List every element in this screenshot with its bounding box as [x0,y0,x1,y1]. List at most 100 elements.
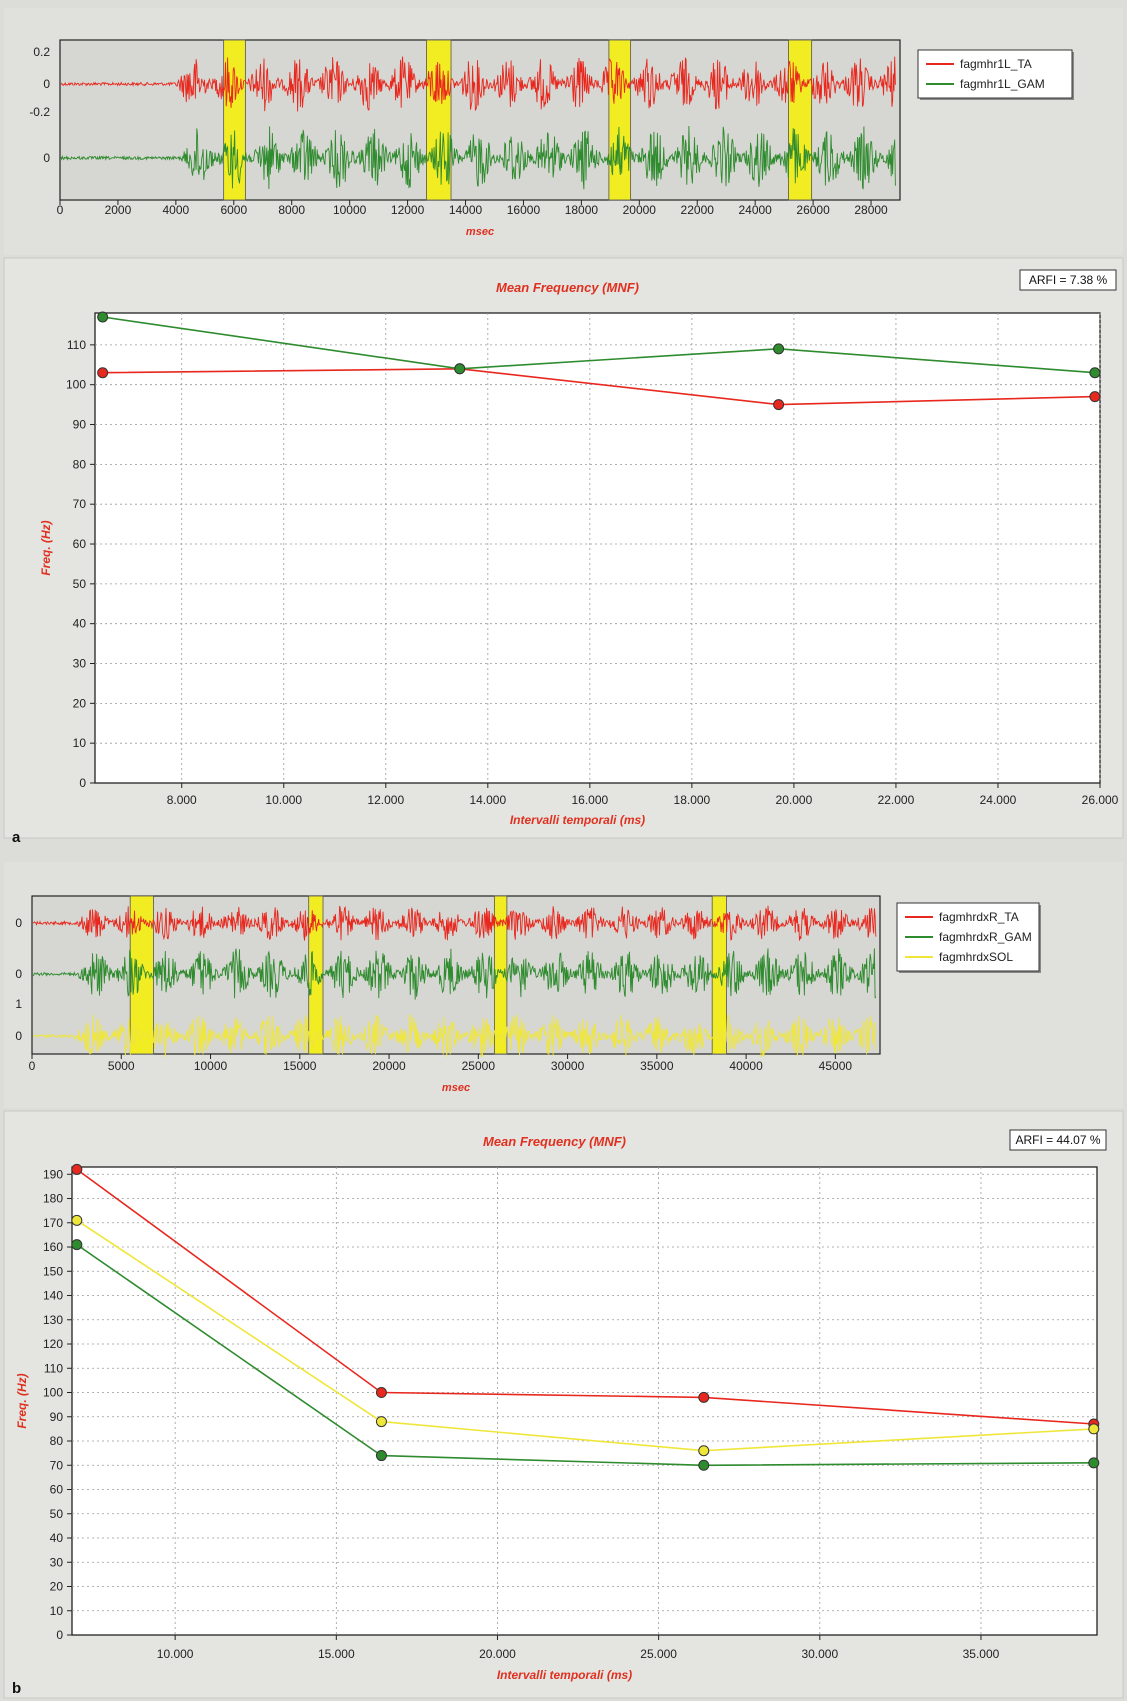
emg-x-tick-label: 5000 [108,1059,135,1073]
y-tick-label: 10 [50,1604,64,1618]
x-tick-label: 12.000 [367,793,404,807]
y-tick-label: 130 [43,1313,63,1327]
y-tick-label: 0 [79,776,86,790]
x-axis-label: Intervalli temporali (ms) [497,1668,632,1682]
emg-x-tick-label: 16000 [507,203,541,217]
emg-y-tick-label: 0.2 [33,45,50,59]
series-fagmhr1L_GAM [97,311,1101,379]
data-point [97,311,109,323]
emg-legend: fagmhr1L_TA fagmhr1L_GAM [917,49,1074,100]
panel-letter: a [12,829,21,846]
y-tick-label: 90 [73,418,87,432]
emg-y-tick-label: 0 [43,151,50,165]
arfi-box-frame [1009,1129,1107,1151]
y-tick-label: 70 [73,497,87,511]
emg-x-axis-label: msec [442,1082,470,1094]
y-tick-label: 100 [66,378,86,392]
emg-x-tick-label: 30000 [551,1059,585,1073]
data-point [454,363,466,375]
series-fagmhrdxSOL [71,1214,1100,1457]
mnf-plot-area [94,312,1101,784]
emg-trace [60,56,896,112]
emg-x-tick-label: 15000 [283,1059,317,1073]
arfi-value: ARFI = 44.07 % [1015,1133,1100,1147]
data-point [1088,1423,1100,1435]
y-axis-label: Freq. (Hz) [39,520,53,575]
x-tick-label: 25.000 [640,1647,677,1661]
data-point [375,1387,387,1399]
emg-y-tick-label: -0.2 [29,105,50,119]
emg-trace [32,905,877,941]
x-tick-label: 14.000 [469,793,506,807]
data-point [698,1459,710,1471]
data-point [1089,367,1101,379]
y-tick-label: 80 [50,1434,64,1448]
arfi-value: ARFI = 7.38 % [1029,273,1108,287]
highlight-window [608,39,632,201]
series-line [102,316,1095,374]
emg-x-tick-label: 18000 [565,203,599,217]
panel-a: 0.2 0 -0.2 0 0 2000 4000 6000 8000 10000 12000 1400… [3,8,1124,846]
emg-x-tick-label: 0 [29,1059,36,1073]
x-tick-label: 16.000 [571,793,608,807]
series-line [76,1243,1094,1467]
x-tick-label: 26.000 [1082,793,1119,807]
emg-x-tick-label: 20000 [372,1059,406,1073]
legend-label: fagmhrdxR_TA [939,910,1019,924]
legend-label: fagmhrdxSOL [939,950,1013,964]
data-point [97,367,109,379]
emg-x-tick-label: 25000 [462,1059,496,1073]
emg-y-tick-label: 0 [15,967,22,981]
legend-box [917,49,1073,99]
y-tick-label: 180 [43,1192,63,1206]
arfi-box-frame [1019,269,1117,291]
y-axis-label: Freq. (Hz) [15,1373,29,1428]
arfi-box: ARFI = 44.07 % [1009,1129,1107,1151]
y-tick-label: 140 [43,1289,63,1303]
emg-x-tick-label: 28000 [854,203,888,217]
data-point [71,1214,83,1226]
emg-x-tick-label: 14000 [449,203,483,217]
legend-label: fagmhr1L_GAM [960,77,1045,91]
y-tick-label: 190 [43,1167,63,1181]
emg-x-tick-label: 8000 [278,203,305,217]
emg-x-tick-label: 4000 [163,203,190,217]
emg-x-tick-label: 35000 [640,1059,674,1073]
y-tick-label: 150 [43,1264,63,1278]
emg-x-tick-label: 45000 [819,1059,853,1073]
emg-x-tick-label: 12000 [391,203,425,217]
series-line [76,1219,1094,1452]
x-tick-label: 22.000 [878,793,915,807]
highlight-window [426,39,452,201]
y-tick-label: 20 [73,696,87,710]
x-tick-label: 20.000 [479,1647,516,1661]
x-tick-label: 8.000 [167,793,197,807]
data-point [1088,1457,1100,1469]
emg-x-tick-label: 10000 [333,203,367,217]
y-tick-label: 110 [67,338,86,352]
y-tick-label: 110 [44,1361,63,1375]
emg-x-tick-label: 0 [57,203,64,217]
x-tick-label: 24.000 [980,793,1017,807]
data-point [773,399,785,411]
x-tick-label: 18.000 [674,793,711,807]
data-point [773,343,785,355]
x-tick-label: 20.000 [776,793,813,807]
y-tick-label: 80 [73,457,87,471]
y-tick-label: 100 [43,1386,63,1400]
y-tick-label: 40 [73,617,87,631]
y-tick-label: 30 [73,657,87,671]
emg-trace [32,1014,877,1058]
emg-x-tick-label: 22000 [681,203,715,217]
emg-x-tick-label: 6000 [220,203,247,217]
emg-trace [32,948,877,1000]
emg-x-axis-label: msec [466,226,494,238]
series-fagmhrdxR_GAM [71,1239,1100,1471]
legend-label: fagmhr1L_TA [960,57,1032,71]
y-tick-label: 10 [73,736,87,750]
data-point [71,1163,83,1175]
highlight-window [223,39,246,201]
y-tick-label: 50 [73,577,87,591]
arfi-box: ARFI = 7.38 % [1019,269,1117,291]
